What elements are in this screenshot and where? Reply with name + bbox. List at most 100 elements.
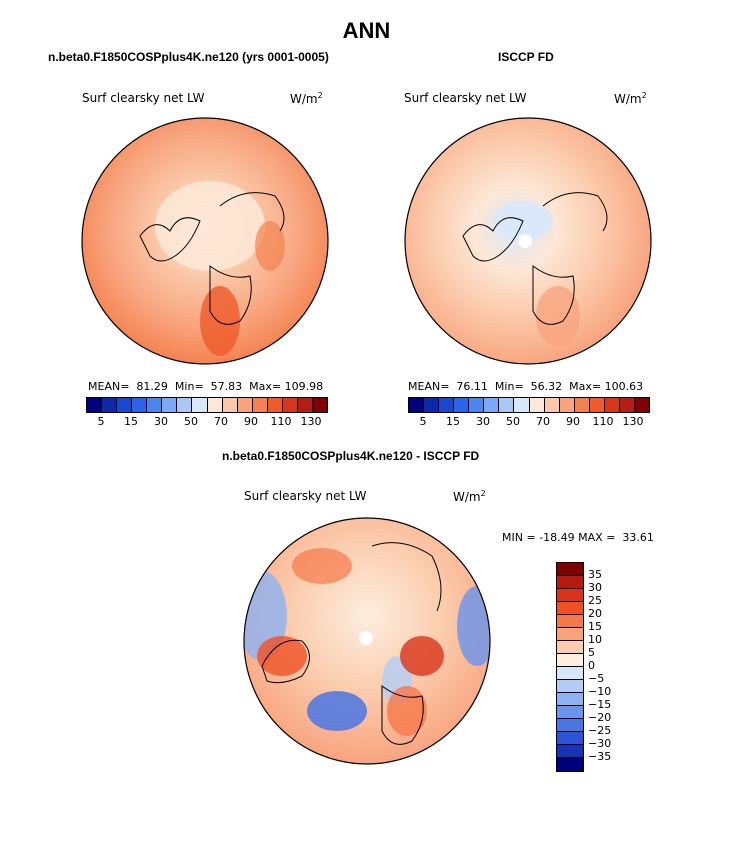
colorbar-tick-label: 90 — [244, 415, 258, 428]
colorbar-tick-label: 10 — [588, 633, 602, 646]
colorbar-tick-label: 30 — [476, 415, 490, 428]
colorbar-swatch — [87, 398, 103, 412]
diff-units-label: W/m2 — [453, 489, 486, 504]
figure-title: ANN — [342, 18, 391, 43]
colorbar-tick-label: 50 — [184, 415, 198, 428]
colorbar-swatch — [557, 719, 583, 732]
obs-coastline — [462, 217, 524, 262]
colorbar-swatch — [557, 576, 583, 589]
colorbar-tick-label: −25 — [588, 724, 612, 737]
colorbar-swatch — [557, 589, 583, 602]
colorbar-tick-label: 5 — [588, 646, 595, 659]
colorbar-tick-label: 110 — [270, 415, 292, 428]
obs-pole-hole — [518, 234, 532, 248]
diff-colorbar-labels: 35 30 25 20 15 10 5 0 −5 −10 −15 −20 −25 −30 −35 — [588, 562, 628, 763]
colorbar-swatch — [557, 667, 583, 680]
colorbar-tick-label: −30 — [588, 737, 612, 750]
colorbar-swatch — [162, 398, 178, 412]
colorbar-swatch — [267, 398, 283, 412]
model-warm-region-east — [255, 221, 285, 271]
model-colorbar-labels: 5 15 30 50 70 90 110 130 — [86, 415, 326, 429]
colorbar-swatch — [557, 732, 583, 745]
model-variable-label: Surf clearsky net LW — [82, 91, 205, 105]
colorbar-tick-label: 20 — [588, 607, 602, 620]
model-map-border — [81, 117, 329, 365]
colorbar-tick-label: 130 — [300, 415, 322, 428]
colorbar-swatch — [557, 693, 583, 706]
colorbar-tick-label: 5 — [419, 415, 427, 428]
colorbar-swatch — [634, 398, 649, 412]
diff-panel-title: n.beta0.F1850COSPplus4K.ne120 - ISCCP FD — [222, 449, 480, 463]
obs-colorbar — [408, 397, 650, 413]
colorbar-tick-label: 15 — [124, 415, 138, 428]
model-panel-title: n.beta0.F1850COSPplus4K.ne120 (yrs 0001-… — [48, 50, 329, 64]
diff-negative-atlantic — [307, 691, 367, 731]
diff-positive-south — [387, 686, 427, 736]
colorbar-swatch — [282, 398, 298, 412]
model-polar-map — [81, 117, 329, 365]
diff-coastline-greenland — [261, 639, 310, 684]
colorbar-tick-label: 90 — [566, 415, 580, 428]
colorbar-swatch — [529, 398, 545, 412]
diff-positive-north — [292, 548, 352, 584]
colorbar-tick-label: −10 — [588, 685, 612, 698]
diff-variable-label: Surf clearsky net LW — [244, 489, 367, 503]
colorbar-tick-label: −20 — [588, 711, 612, 724]
obs-stats: MEAN= 76.11 Min= 56.32 Max= 100.63 — [408, 380, 644, 393]
colorbar-tick-label: 30 — [154, 415, 168, 428]
colorbar-tick-label: 5 — [97, 415, 105, 428]
colorbar-tick-label: 130 — [622, 415, 644, 428]
colorbar-swatch — [559, 398, 575, 412]
colorbar-swatch — [117, 398, 133, 412]
colorbar-tick-label: −15 — [588, 698, 612, 711]
colorbar-swatch — [252, 398, 268, 412]
colorbar-swatch — [484, 398, 500, 412]
model-colorbar — [86, 397, 328, 413]
diff-map-border — [243, 517, 491, 765]
colorbar-swatch — [469, 398, 485, 412]
colorbar-swatch — [589, 398, 605, 412]
colorbar-swatch — [557, 745, 583, 758]
colorbar-swatch — [297, 398, 313, 412]
colorbar-swatch — [557, 628, 583, 641]
diff-positive-west — [257, 636, 307, 676]
colorbar-swatch — [409, 398, 425, 412]
model-coastline-siberia — [219, 192, 285, 232]
obs-units-label: W/m2 — [614, 91, 647, 106]
colorbar-swatch — [514, 398, 530, 412]
diff-pole-hole — [359, 631, 373, 645]
colorbar-swatch — [102, 398, 118, 412]
colorbar-swatch — [557, 654, 583, 667]
colorbar-tick-label: 15 — [446, 415, 460, 428]
colorbar-swatch — [544, 398, 560, 412]
colorbar-swatch — [192, 398, 208, 412]
colorbar-tick-label: 25 — [588, 594, 602, 607]
colorbar-tick-label: 110 — [592, 415, 614, 428]
colorbar-tick-label: 0 — [588, 659, 595, 672]
diff-polar-map — [243, 517, 491, 765]
colorbar-swatch — [557, 641, 583, 654]
colorbar-swatch — [177, 398, 193, 412]
colorbar-swatch — [604, 398, 620, 412]
model-arctic-ocean-region — [155, 181, 265, 271]
colorbar-swatch — [147, 398, 163, 412]
diff-min-max: MIN = -18.49 MAX = 33.61 — [502, 531, 654, 544]
obs-polar-map — [404, 117, 652, 365]
colorbar-tick-label: 15 — [588, 620, 602, 633]
colorbar-swatch — [439, 398, 455, 412]
obs-map-border — [404, 117, 652, 365]
colorbar-tick-label: −35 — [588, 750, 612, 763]
colorbar-swatch — [557, 563, 583, 576]
colorbar-swatch — [557, 758, 583, 771]
diff-colorbar — [556, 562, 584, 772]
colorbar-swatch — [454, 398, 470, 412]
obs-variable-label: Surf clearsky net LW — [404, 91, 527, 105]
colorbar-swatch — [312, 398, 327, 412]
colorbar-swatch — [424, 398, 440, 412]
colorbar-swatch — [237, 398, 253, 412]
obs-panel-title: ISCCP FD — [498, 50, 554, 64]
diff-coastline-siberia — [371, 542, 442, 612]
colorbar-swatch — [557, 680, 583, 693]
colorbar-swatch — [222, 398, 238, 412]
colorbar-tick-label: 50 — [506, 415, 520, 428]
